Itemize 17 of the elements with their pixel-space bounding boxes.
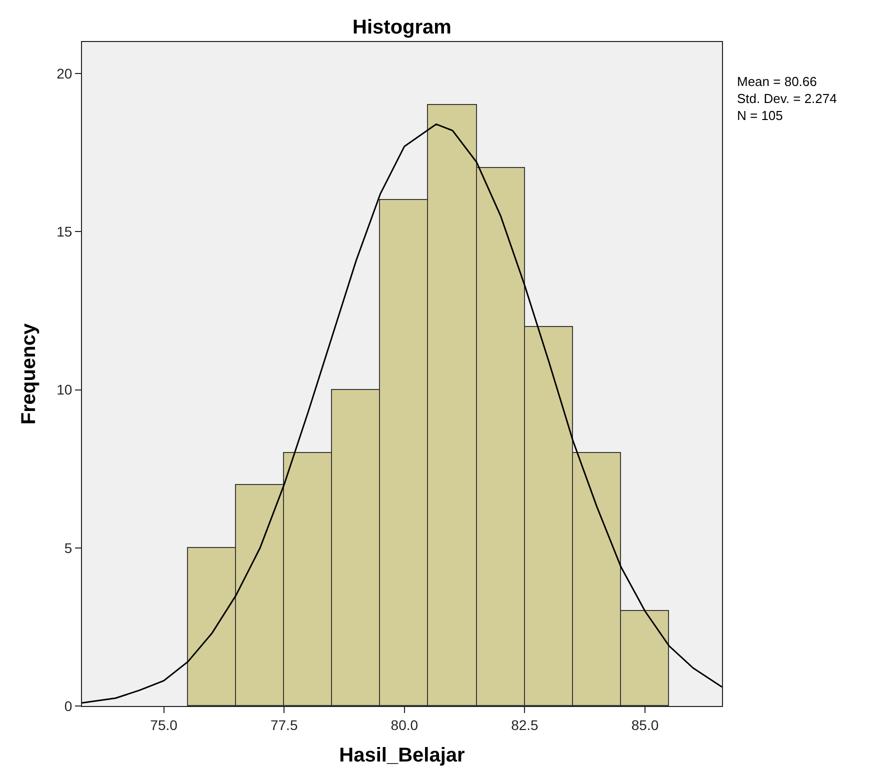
chart-title: Histogram [352,16,452,38]
x-axis-title: Hasil_Belajar [339,744,466,766]
text: Mean = 80.66 [737,74,817,89]
y-tick-label: 5 [64,540,72,556]
y-tick-label: 10 [56,382,72,398]
y-tick-label: 20 [56,66,72,82]
x-tick-label: 80.0 [390,716,418,733]
x-tick-label: 82.5 [511,716,539,733]
text: Std. Dev. = 2.274 [737,91,837,106]
text: N = 105 [737,108,783,123]
x-tick-label: 75.0 [150,716,178,733]
x-tick-label: 77.5 [270,716,298,733]
y-axis-title: Frequency [18,322,40,425]
x-tick-label: 85.0 [631,716,659,733]
y-tick-label: 15 [56,224,72,240]
line-series [82,123,722,704]
y-tick-label: 0 [64,698,72,714]
